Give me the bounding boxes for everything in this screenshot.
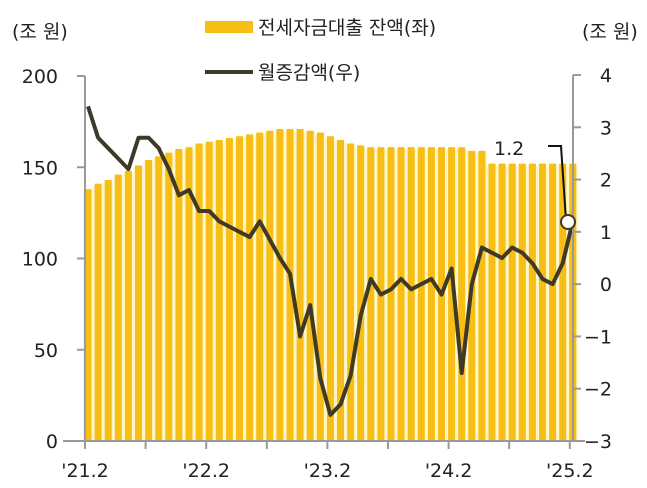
bar — [387, 147, 395, 442]
left-tick-label: 100 — [22, 249, 58, 271]
bar — [175, 149, 183, 441]
x-tick-label: '22.2 — [182, 460, 230, 482]
highlight-marker — [560, 214, 576, 230]
right-tick-label: 0 — [600, 274, 612, 296]
bar — [155, 156, 163, 442]
bar — [326, 136, 334, 441]
line-series-monthly-change — [86, 105, 575, 417]
bar — [407, 147, 415, 442]
bar — [508, 163, 516, 441]
bar — [84, 189, 92, 441]
left-axis-unit: (조 원) — [12, 21, 68, 43]
right-tick-label: −2 — [584, 379, 612, 401]
bar — [256, 132, 264, 441]
bar — [498, 163, 506, 441]
bar — [559, 163, 567, 441]
bar — [357, 145, 365, 441]
bar — [417, 147, 425, 442]
legend-swatch-bar — [205, 21, 253, 33]
bar — [135, 165, 142, 442]
bar — [397, 147, 405, 442]
bar — [367, 147, 375, 442]
bar — [448, 147, 456, 442]
right-tick-label: 2 — [600, 170, 612, 192]
bar — [276, 128, 284, 442]
bar — [266, 130, 274, 441]
bar — [225, 138, 233, 442]
bar — [528, 163, 536, 441]
bar — [316, 132, 324, 441]
x-tick-label: '21.2 — [61, 460, 109, 482]
bar — [104, 180, 112, 441]
bar — [215, 139, 223, 441]
bar — [246, 134, 254, 441]
bar — [124, 170, 132, 441]
right-axis: −3 −2 −1 0 1 2 3 4 — [572, 65, 612, 453]
right-axis-unit: (조 원) — [582, 21, 638, 43]
bar — [185, 147, 193, 442]
bar — [518, 163, 526, 441]
left-tick-label: 200 — [22, 66, 58, 88]
x-tick-label: '23.2 — [304, 460, 352, 482]
bar — [337, 139, 344, 441]
annotation-label: 1.2 — [494, 138, 524, 160]
x-tick-label: '24.2 — [425, 460, 473, 482]
left-axis: 0 50 100 150 200 — [22, 66, 86, 453]
bar — [165, 152, 173, 441]
bar — [114, 174, 122, 442]
right-tick-label: 3 — [600, 117, 612, 139]
bar — [478, 150, 486, 441]
bar — [195, 143, 203, 441]
x-axis: '21.2 '22.2 '23.2 '24.2 '25.2 — [61, 440, 594, 482]
bar — [427, 147, 435, 442]
left-tick-label: 0 — [46, 431, 58, 453]
bar — [458, 147, 466, 442]
bar — [347, 143, 355, 441]
left-tick-label: 150 — [22, 157, 58, 179]
annotation-last-value: 1.2 — [494, 138, 576, 230]
bar — [488, 163, 496, 441]
right-tick-label: −3 — [584, 431, 612, 453]
x-tick-label: '25.2 — [546, 460, 594, 482]
bar — [145, 159, 153, 441]
left-tick-label: 50 — [34, 340, 58, 362]
bar — [296, 128, 304, 442]
legend-label-line: 월증감액(우) — [258, 62, 360, 84]
right-tick-label: −1 — [584, 326, 612, 348]
bar — [306, 130, 314, 441]
bar — [205, 141, 213, 441]
bar — [549, 163, 557, 441]
bar — [236, 136, 243, 441]
legend: 전세자금대출 잔액(좌) 월증감액(우) — [205, 17, 436, 84]
legend-label-bar: 전세자금대출 잔액(좌) — [258, 17, 436, 39]
bar — [539, 163, 546, 441]
bar — [94, 183, 102, 442]
right-tick-label: 4 — [600, 65, 612, 87]
right-tick-label: 1 — [600, 222, 612, 244]
bar-series-jeonse-loan-balance — [83, 128, 578, 442]
